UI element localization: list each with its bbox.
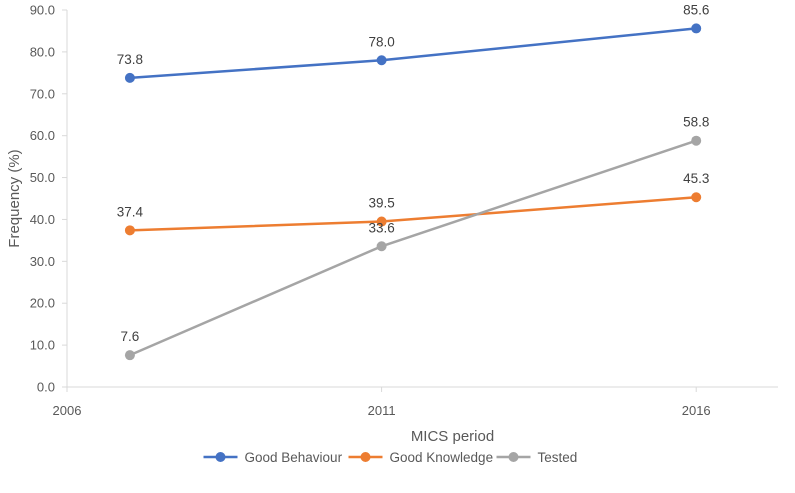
y-axis-ticks: 0.0 10.0 20.0 30.0 40.0 50.0 60.0 70.0 80.0 90.0 bbox=[30, 3, 67, 395]
data-label: 58.8 bbox=[683, 115, 709, 130]
x-axis-title: MICS period bbox=[411, 428, 494, 445]
y-tick-label: 90.0 bbox=[30, 3, 55, 18]
y-tick-label: 40.0 bbox=[30, 212, 55, 227]
legend: Good Behaviour Good Knowledge Tested bbox=[203, 450, 578, 465]
legend-item-tested: Tested bbox=[496, 450, 578, 465]
x-tick-label: 2016 bbox=[682, 403, 711, 418]
data-point bbox=[376, 216, 387, 227]
legend-label: Good Knowledge bbox=[390, 450, 494, 465]
data-label: 39.5 bbox=[368, 196, 394, 211]
series-line bbox=[128, 27, 698, 80]
y-tick-label: 30.0 bbox=[30, 254, 55, 269]
data-point bbox=[124, 225, 135, 236]
data-point bbox=[124, 350, 135, 361]
legend-marker bbox=[508, 452, 519, 462]
data-label-layer: 73.8 78.0 85.6 37.4 39.5 45.3 7.6 33.6 58.8 bbox=[117, 2, 710, 344]
data-label: 85.6 bbox=[683, 2, 709, 17]
legend-item-good-knowledge: Good Knowledge bbox=[348, 450, 494, 465]
y-tick-label: 20.0 bbox=[30, 296, 55, 311]
y-tick-label: 0.0 bbox=[37, 380, 55, 395]
y-axis-title: Frequency (%) bbox=[6, 149, 23, 247]
data-label: 7.6 bbox=[121, 329, 140, 344]
legend-item-good-behaviour: Good Behaviour bbox=[203, 450, 343, 465]
data-label: 37.4 bbox=[117, 204, 144, 219]
y-tick-label: 50.0 bbox=[30, 170, 55, 185]
plot-area: 0.010.020.030.040.050.060.070.080.090.0 … bbox=[30, 2, 778, 418]
y-tick-label: 10.0 bbox=[30, 338, 55, 353]
series-line bbox=[128, 139, 698, 357]
legend-label: Tested bbox=[538, 450, 578, 465]
y-tick-label: 80.0 bbox=[30, 44, 55, 59]
data-label: 78.0 bbox=[368, 34, 394, 49]
data-point bbox=[376, 55, 387, 66]
legend-marker bbox=[360, 452, 371, 462]
series-tested bbox=[124, 135, 702, 361]
series-good-behaviour bbox=[124, 23, 702, 83]
data-point bbox=[691, 23, 702, 34]
data-label: 33.6 bbox=[368, 220, 394, 235]
data-label: 73.8 bbox=[117, 52, 143, 67]
y-tick-label: 60.0 bbox=[30, 128, 55, 143]
data-point bbox=[691, 192, 702, 203]
legend-marker bbox=[215, 452, 226, 462]
series-layer bbox=[124, 23, 702, 361]
x-tick-label: 2006 bbox=[53, 403, 82, 418]
data-point bbox=[376, 241, 387, 252]
data-point bbox=[691, 135, 702, 146]
x-tick-label: 2011 bbox=[368, 403, 396, 418]
series-good-knowledge bbox=[124, 192, 702, 236]
data-point bbox=[124, 72, 135, 83]
y-tick-label: 70.0 bbox=[30, 86, 55, 101]
legend-label: Good Behaviour bbox=[245, 450, 343, 465]
series-line bbox=[128, 195, 698, 232]
data-label: 45.3 bbox=[683, 171, 709, 186]
x-axis-ticks: 2006 2011 2016 bbox=[53, 387, 711, 418]
